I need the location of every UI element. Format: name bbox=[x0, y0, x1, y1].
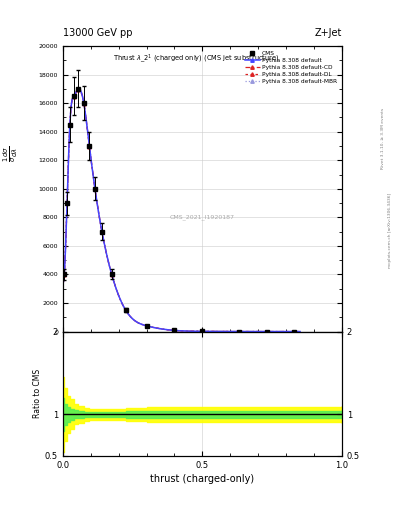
Text: Thrust $\lambda\_2^1$ (charged only) (CMS jet substructure): Thrust $\lambda\_2^1$ (charged only) (CM… bbox=[113, 52, 280, 65]
Text: $\frac{1}{\sigma}\frac{d\sigma}{d\lambda}$: $\frac{1}{\sigma}\frac{d\sigma}{d\lambda… bbox=[2, 145, 20, 162]
Text: CMS_2021_I1920187: CMS_2021_I1920187 bbox=[170, 215, 235, 220]
Text: mcplots.cern.ch [arXiv:1306.3436]: mcplots.cern.ch [arXiv:1306.3436] bbox=[388, 193, 392, 268]
Text: Z+Jet: Z+Jet bbox=[314, 28, 342, 38]
X-axis label: thrust (charged-only): thrust (charged-only) bbox=[151, 474, 254, 484]
Y-axis label: Ratio to CMS: Ratio to CMS bbox=[33, 369, 42, 418]
Text: 13000 GeV pp: 13000 GeV pp bbox=[63, 28, 132, 38]
Text: Rivet 3.1.10, ≥ 3.3M events: Rivet 3.1.10, ≥ 3.3M events bbox=[381, 108, 385, 169]
Legend: CMS, Pythia 8.308 default, Pythia 8.308 default-CD, Pythia 8.308 default-DL, Pyt: CMS, Pythia 8.308 default, Pythia 8.308 … bbox=[243, 49, 339, 86]
